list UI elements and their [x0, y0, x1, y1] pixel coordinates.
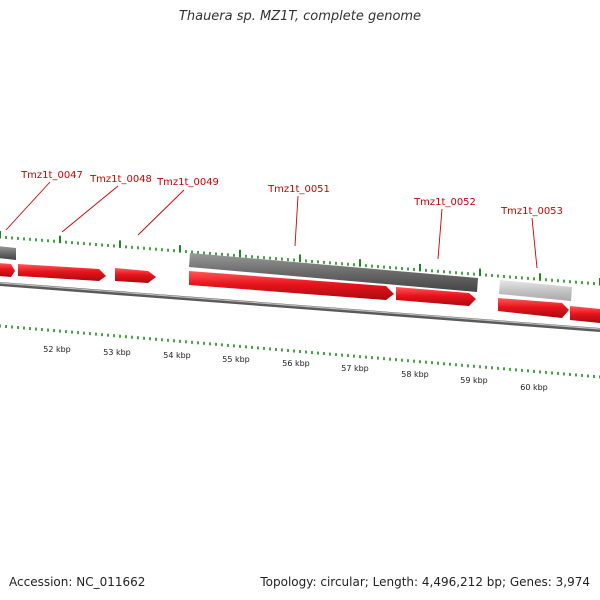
scale-label: 54 kbp [163, 351, 191, 360]
leader-line-0049 [137, 189, 185, 236]
gene-labels: Tmz1t_0047 Tmz1t_0048 Tmz1t_0049 Tmz1t_0… [5, 170, 563, 269]
gene-track [0, 246, 572, 301]
accession-text: Accession: NC_011662 [9, 575, 146, 589]
scale-label: 53 kbp [103, 348, 131, 357]
gene-label-0052[interactable]: Tmz1t_0052 [413, 197, 476, 208]
cds-arrow-0053[interactable] [498, 298, 569, 318]
scale-label: 58 kbp [401, 370, 429, 379]
scale-label: 55 kbp [222, 355, 250, 364]
leader-line-0048 [61, 185, 119, 233]
leader-line-0051 [294, 195, 299, 247]
gene-bar-0053[interactable] [499, 280, 572, 301]
upper-tick-ruler [0, 231, 600, 286]
gene-bar-0051-0052[interactable] [189, 253, 478, 292]
scale-label: 52 kbp [43, 345, 71, 354]
scale-label: 57 kbp [341, 364, 369, 373]
leader-line-0052 [437, 208, 443, 260]
gene-label-0047[interactable]: Tmz1t_0047 [20, 170, 83, 181]
leader-line-0053 [531, 217, 538, 269]
scale-label: 59 kbp [460, 376, 488, 385]
gene-bar-0047[interactable] [0, 246, 16, 260]
cds-arrow-0054[interactable] [570, 306, 600, 323]
scale-labels: 52 kbp 53 kbp 54 kbp 55 kbp 56 kbp 57 kb… [43, 345, 548, 392]
genome-summary-text: Topology: circular; Length: 4,496,212 bp… [260, 575, 590, 589]
cds-track [0, 263, 600, 323]
cds-arrow-0047[interactable] [0, 263, 15, 277]
genome-backbone [0, 282, 600, 332]
cds-arrow-0048[interactable] [18, 264, 106, 281]
gene-label-0048[interactable]: Tmz1t_0048 [89, 174, 152, 185]
cds-arrow-0049[interactable] [115, 268, 156, 283]
map-title: Thauera sp. MZ1T, complete genome [178, 9, 422, 24]
lower-tick-ruler [0, 324, 600, 379]
leader-line-0047 [5, 181, 51, 231]
genome-backbone-highlight [0, 282, 600, 330]
gene-label-0049[interactable]: Tmz1t_0049 [156, 177, 219, 188]
cds-arrow-0052[interactable] [396, 287, 476, 306]
scale-label: 56 kbp [282, 359, 310, 368]
scale-label: 60 kbp [520, 383, 548, 392]
cds-arrow-0051[interactable] [189, 271, 394, 300]
gene-label-0051[interactable]: Tmz1t_0051 [267, 184, 330, 195]
gene-label-0053[interactable]: Tmz1t_0053 [500, 206, 563, 217]
